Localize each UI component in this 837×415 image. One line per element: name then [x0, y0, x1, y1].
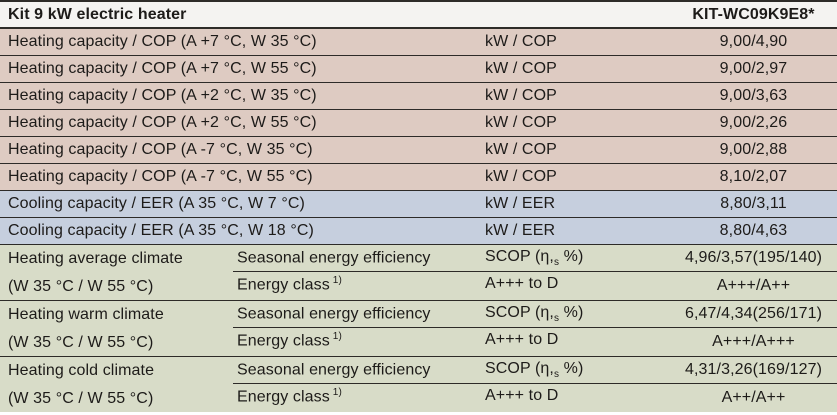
table-row: Heating capacity / COP (A -7 °C, W 55 °C…	[0, 164, 837, 191]
metric-label-text: Seasonal energy efficiency	[237, 249, 431, 267]
climate-condition: (W 35 °C / W 55 °C)	[8, 333, 154, 351]
value-cell: 8,10/2,07	[719, 168, 788, 185]
value-cell: 8,80/4,63	[719, 222, 788, 239]
table-row: Energy class 1) A+++ to D A+++/A++	[233, 272, 837, 299]
unit-suffix: %)	[559, 247, 584, 265]
climate-group-row: Heating average climate (W 35 °C / W 55 …	[0, 245, 837, 300]
metric-label: Energy class 1)	[237, 388, 485, 406]
table-row: Heating capacity / COP (A +2 °C, W 35 °C…	[0, 83, 837, 110]
unit-label: kW / COP	[485, 87, 557, 104]
value-cell: A++/A++	[721, 388, 786, 406]
value-cell: 9,00/3,63	[719, 87, 788, 104]
unit-text: SCOP (η,	[485, 247, 554, 265]
table-row: Heating capacity / COP (A +7 °C, W 55 °C…	[0, 56, 837, 83]
value-cell: 9,00/2,97	[719, 60, 788, 77]
unit-suffix: %)	[559, 303, 584, 321]
parameter-label: Heating capacity / COP (A -7 °C, W 55 °C…	[8, 168, 313, 185]
value-cell: 9,00/2,88	[719, 141, 788, 158]
table-title: Kit 9 kW electric heater	[8, 5, 187, 23]
table-row: Seasonal energy efficiency SCOP (η,s %) …	[233, 357, 837, 384]
footnote-marker: 1)	[332, 275, 342, 287]
unit-label: kW / EER	[485, 222, 556, 239]
table-row: Cooling capacity / EER (A 35 °C, W 7 °C)…	[0, 191, 837, 218]
value-cell: 6,47/4,34(256/171)	[684, 305, 823, 322]
value-cell: 4,31/3,26(169/127)	[684, 361, 823, 378]
climate-name-cell: Heating average climate (W 35 °C / W 55 …	[0, 245, 233, 300]
table-row: Seasonal energy efficiency SCOP (η,s %) …	[233, 245, 837, 272]
unit-text: SCOP (η,	[485, 303, 554, 321]
table-row: Heating capacity / COP (A -7 °C, W 35 °C…	[0, 137, 837, 164]
climate-group-row: Heating cold climate (W 35 °C / W 55 °C)…	[0, 356, 837, 412]
climate-name: Heating warm climate	[8, 306, 164, 323]
value-cell: A+++/A++	[716, 276, 791, 294]
parameter-label: Heating capacity / COP (A +7 °C, W 55 °C…	[8, 60, 317, 77]
table-row: Energy class 1) A+++ to D A+++/A+++	[233, 328, 837, 355]
parameter-label: Heating capacity / COP (A -7 °C, W 35 °C…	[8, 141, 313, 158]
metric-label: Seasonal energy efficiency	[237, 249, 485, 267]
footnote-marker: 1)	[332, 331, 342, 343]
climate-name-cell: Heating cold climate (W 35 °C / W 55 °C)	[0, 357, 233, 412]
unit-label: SCOP (η,s %)	[485, 360, 670, 380]
climate-condition: (W 35 °C / W 55 °C)	[8, 389, 154, 407]
metric-label: Energy class 1)	[237, 332, 485, 350]
climate-name-cell: Heating warm climate (W 35 °C / W 55 °C)	[0, 301, 233, 356]
metric-label: Energy class 1)	[237, 276, 485, 294]
value-cell: 9,00/4,90	[719, 33, 788, 50]
value-cell: 9,00/2,26	[719, 114, 788, 131]
table-row: Energy class 1) A+++ to D A++/A++	[233, 384, 837, 411]
table-row: Seasonal energy efficiency SCOP (η,s %) …	[233, 301, 837, 328]
unit-label: A+++ to D	[485, 275, 670, 295]
climate-condition: (W 35 °C / W 55 °C)	[8, 277, 154, 295]
unit-text: SCOP (η,	[485, 359, 554, 377]
parameter-label: Heating capacity / COP (A +2 °C, W 35 °C…	[8, 87, 317, 104]
unit-suffix: %)	[559, 359, 584, 377]
unit-subscript: s	[553, 313, 560, 325]
metric-label: Seasonal energy efficiency	[237, 361, 485, 379]
unit-label: SCOP (η,s %)	[485, 248, 670, 268]
climate-name: Heating average climate	[8, 250, 183, 267]
unit-subscript: s	[553, 369, 560, 381]
parameter-label: Heating capacity / COP (A +7 °C, W 35 °C…	[8, 33, 317, 50]
climate-groups-section: Heating average climate (W 35 °C / W 55 …	[0, 245, 837, 412]
unit-label: kW / COP	[485, 141, 557, 158]
metric-label-text: Energy class	[237, 276, 330, 294]
parameter-label: Cooling capacity / EER (A 35 °C, W 18 °C…	[8, 222, 314, 239]
value-cell: A+++/A+++	[712, 332, 795, 350]
unit-label: A+++ to D	[485, 331, 670, 351]
unit-text: A+++ to D	[485, 275, 559, 293]
parameter-label: Cooling capacity / EER (A 35 °C, W 7 °C)	[8, 195, 305, 212]
metric-label-text: Energy class	[237, 388, 330, 406]
unit-label: kW / COP	[485, 60, 557, 77]
unit-label: SCOP (η,s %)	[485, 304, 670, 324]
table-row: Heating capacity / COP (A +2 °C, W 55 °C…	[0, 110, 837, 137]
table-row: Heating capacity / COP (A +7 °C, W 35 °C…	[0, 29, 837, 56]
footnote-marker: 1)	[332, 387, 342, 399]
metric-label-text: Energy class	[237, 332, 330, 350]
climate-subrows: Seasonal energy efficiency SCOP (η,s %) …	[233, 357, 837, 412]
value-cell: 8,80/3,11	[720, 195, 787, 212]
climate-name: Heating cold climate	[8, 362, 155, 379]
climate-subrows: Seasonal energy efficiency SCOP (η,s %) …	[233, 245, 837, 300]
table-header: Kit 9 kW electric heater KIT-WC09K9E8*	[0, 2, 837, 29]
climate-group-row: Heating warm climate (W 35 °C / W 55 °C)…	[0, 300, 837, 356]
value-cell: 4,96/3,57(195/140)	[684, 249, 823, 266]
unit-label: kW / COP	[485, 168, 557, 185]
unit-text: A+++ to D	[485, 387, 559, 405]
unit-subscript: s	[553, 257, 560, 269]
parameter-label: Heating capacity / COP (A +2 °C, W 55 °C…	[8, 114, 317, 131]
spec-rows-section: Heating capacity / COP (A +7 °C, W 35 °C…	[0, 29, 837, 245]
climate-subrows: Seasonal energy efficiency SCOP (η,s %) …	[233, 301, 837, 356]
unit-text: A+++ to D	[485, 331, 559, 349]
unit-label: kW / COP	[485, 33, 557, 50]
unit-label: kW / EER	[485, 195, 556, 212]
table-row: Cooling capacity / EER (A 35 °C, W 18 °C…	[0, 218, 837, 245]
unit-label: kW / COP	[485, 114, 557, 131]
model-number: KIT-WC09K9E8*	[692, 5, 815, 23]
unit-label: A+++ to D	[485, 387, 670, 407]
metric-label-text: Seasonal energy efficiency	[237, 361, 431, 379]
metric-label: Seasonal energy efficiency	[237, 305, 485, 323]
metric-label-text: Seasonal energy efficiency	[237, 305, 431, 323]
